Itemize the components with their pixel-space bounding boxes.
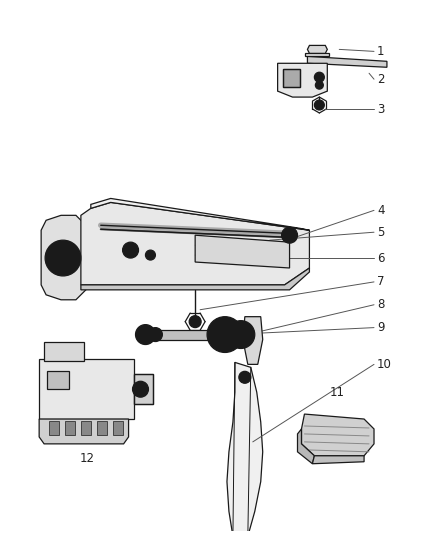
Text: 10: 10 bbox=[377, 358, 392, 371]
Circle shape bbox=[189, 316, 201, 328]
Bar bbox=[47, 372, 69, 389]
Polygon shape bbox=[81, 203, 309, 285]
Text: 2: 2 bbox=[377, 72, 385, 86]
Circle shape bbox=[140, 329, 152, 341]
Circle shape bbox=[133, 381, 148, 397]
Circle shape bbox=[239, 372, 251, 383]
Bar bbox=[283, 69, 300, 87]
Text: 11: 11 bbox=[330, 386, 345, 399]
Circle shape bbox=[127, 246, 134, 254]
Polygon shape bbox=[227, 362, 263, 533]
Polygon shape bbox=[312, 456, 364, 464]
Circle shape bbox=[314, 72, 324, 82]
Circle shape bbox=[148, 328, 162, 342]
Circle shape bbox=[135, 325, 155, 344]
Text: 5: 5 bbox=[377, 225, 385, 239]
Polygon shape bbox=[41, 215, 86, 300]
Circle shape bbox=[219, 329, 231, 341]
Circle shape bbox=[315, 81, 323, 89]
Circle shape bbox=[45, 240, 81, 276]
Circle shape bbox=[227, 321, 255, 349]
Circle shape bbox=[123, 242, 138, 258]
Bar bbox=[152, 329, 232, 340]
Polygon shape bbox=[243, 317, 263, 365]
Bar bbox=[65, 421, 75, 435]
Circle shape bbox=[59, 254, 67, 262]
Bar bbox=[134, 374, 153, 404]
Polygon shape bbox=[307, 45, 327, 53]
Text: 4: 4 bbox=[377, 204, 385, 217]
Text: 3: 3 bbox=[377, 102, 385, 116]
Circle shape bbox=[51, 246, 75, 270]
Bar bbox=[97, 421, 107, 435]
Polygon shape bbox=[278, 63, 327, 97]
Bar bbox=[44, 342, 84, 361]
Bar bbox=[113, 421, 123, 435]
Circle shape bbox=[282, 227, 297, 243]
Bar bbox=[134, 374, 153, 404]
Circle shape bbox=[213, 322, 237, 346]
Text: 1: 1 bbox=[377, 45, 385, 58]
Circle shape bbox=[148, 253, 153, 257]
Polygon shape bbox=[305, 53, 329, 56]
Polygon shape bbox=[307, 56, 387, 67]
Text: 9: 9 bbox=[377, 321, 385, 334]
Polygon shape bbox=[81, 268, 309, 290]
Polygon shape bbox=[195, 235, 290, 268]
Polygon shape bbox=[91, 198, 309, 230]
Bar bbox=[81, 421, 91, 435]
Circle shape bbox=[145, 250, 155, 260]
Bar bbox=[283, 69, 300, 87]
Bar bbox=[39, 359, 134, 419]
Circle shape bbox=[314, 100, 324, 110]
Circle shape bbox=[137, 385, 145, 393]
Text: 12: 12 bbox=[79, 453, 94, 465]
Text: 8: 8 bbox=[377, 298, 385, 311]
Circle shape bbox=[237, 330, 245, 338]
Text: 7: 7 bbox=[377, 276, 385, 288]
Circle shape bbox=[232, 326, 250, 343]
Polygon shape bbox=[297, 429, 314, 464]
Text: 6: 6 bbox=[377, 252, 385, 264]
Bar bbox=[49, 421, 59, 435]
Circle shape bbox=[207, 317, 243, 352]
Polygon shape bbox=[301, 414, 374, 456]
Circle shape bbox=[286, 231, 293, 239]
Polygon shape bbox=[39, 419, 129, 444]
